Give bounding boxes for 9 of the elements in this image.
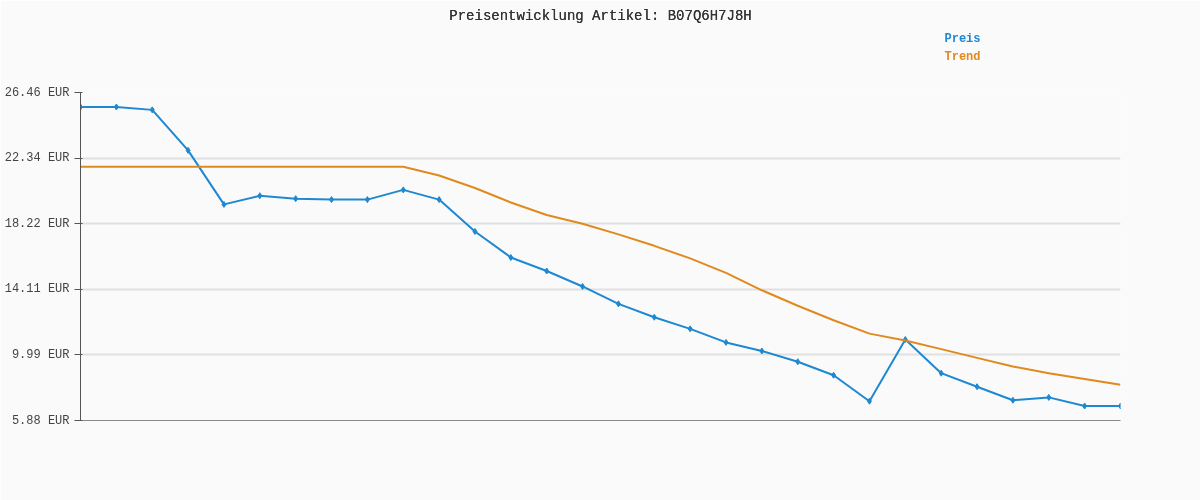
y-tick-label: 22.34 EUR [4, 151, 70, 166]
y-tick-label: 5.88 EUR [11, 413, 70, 428]
y-tick-label: 14.11 EUR [4, 282, 70, 297]
text: Trend [944, 49, 981, 64]
chart-title: Preisentwicklung Artikel: B07Q6H7J8H [449, 7, 752, 24]
y-tick-label: 9.99 EUR [11, 348, 70, 362]
y-tick-label: 18.22 EUR [4, 216, 70, 231]
y-tick-label: 26.46 EUR [4, 85, 70, 100]
text: Preis [944, 31, 981, 46]
